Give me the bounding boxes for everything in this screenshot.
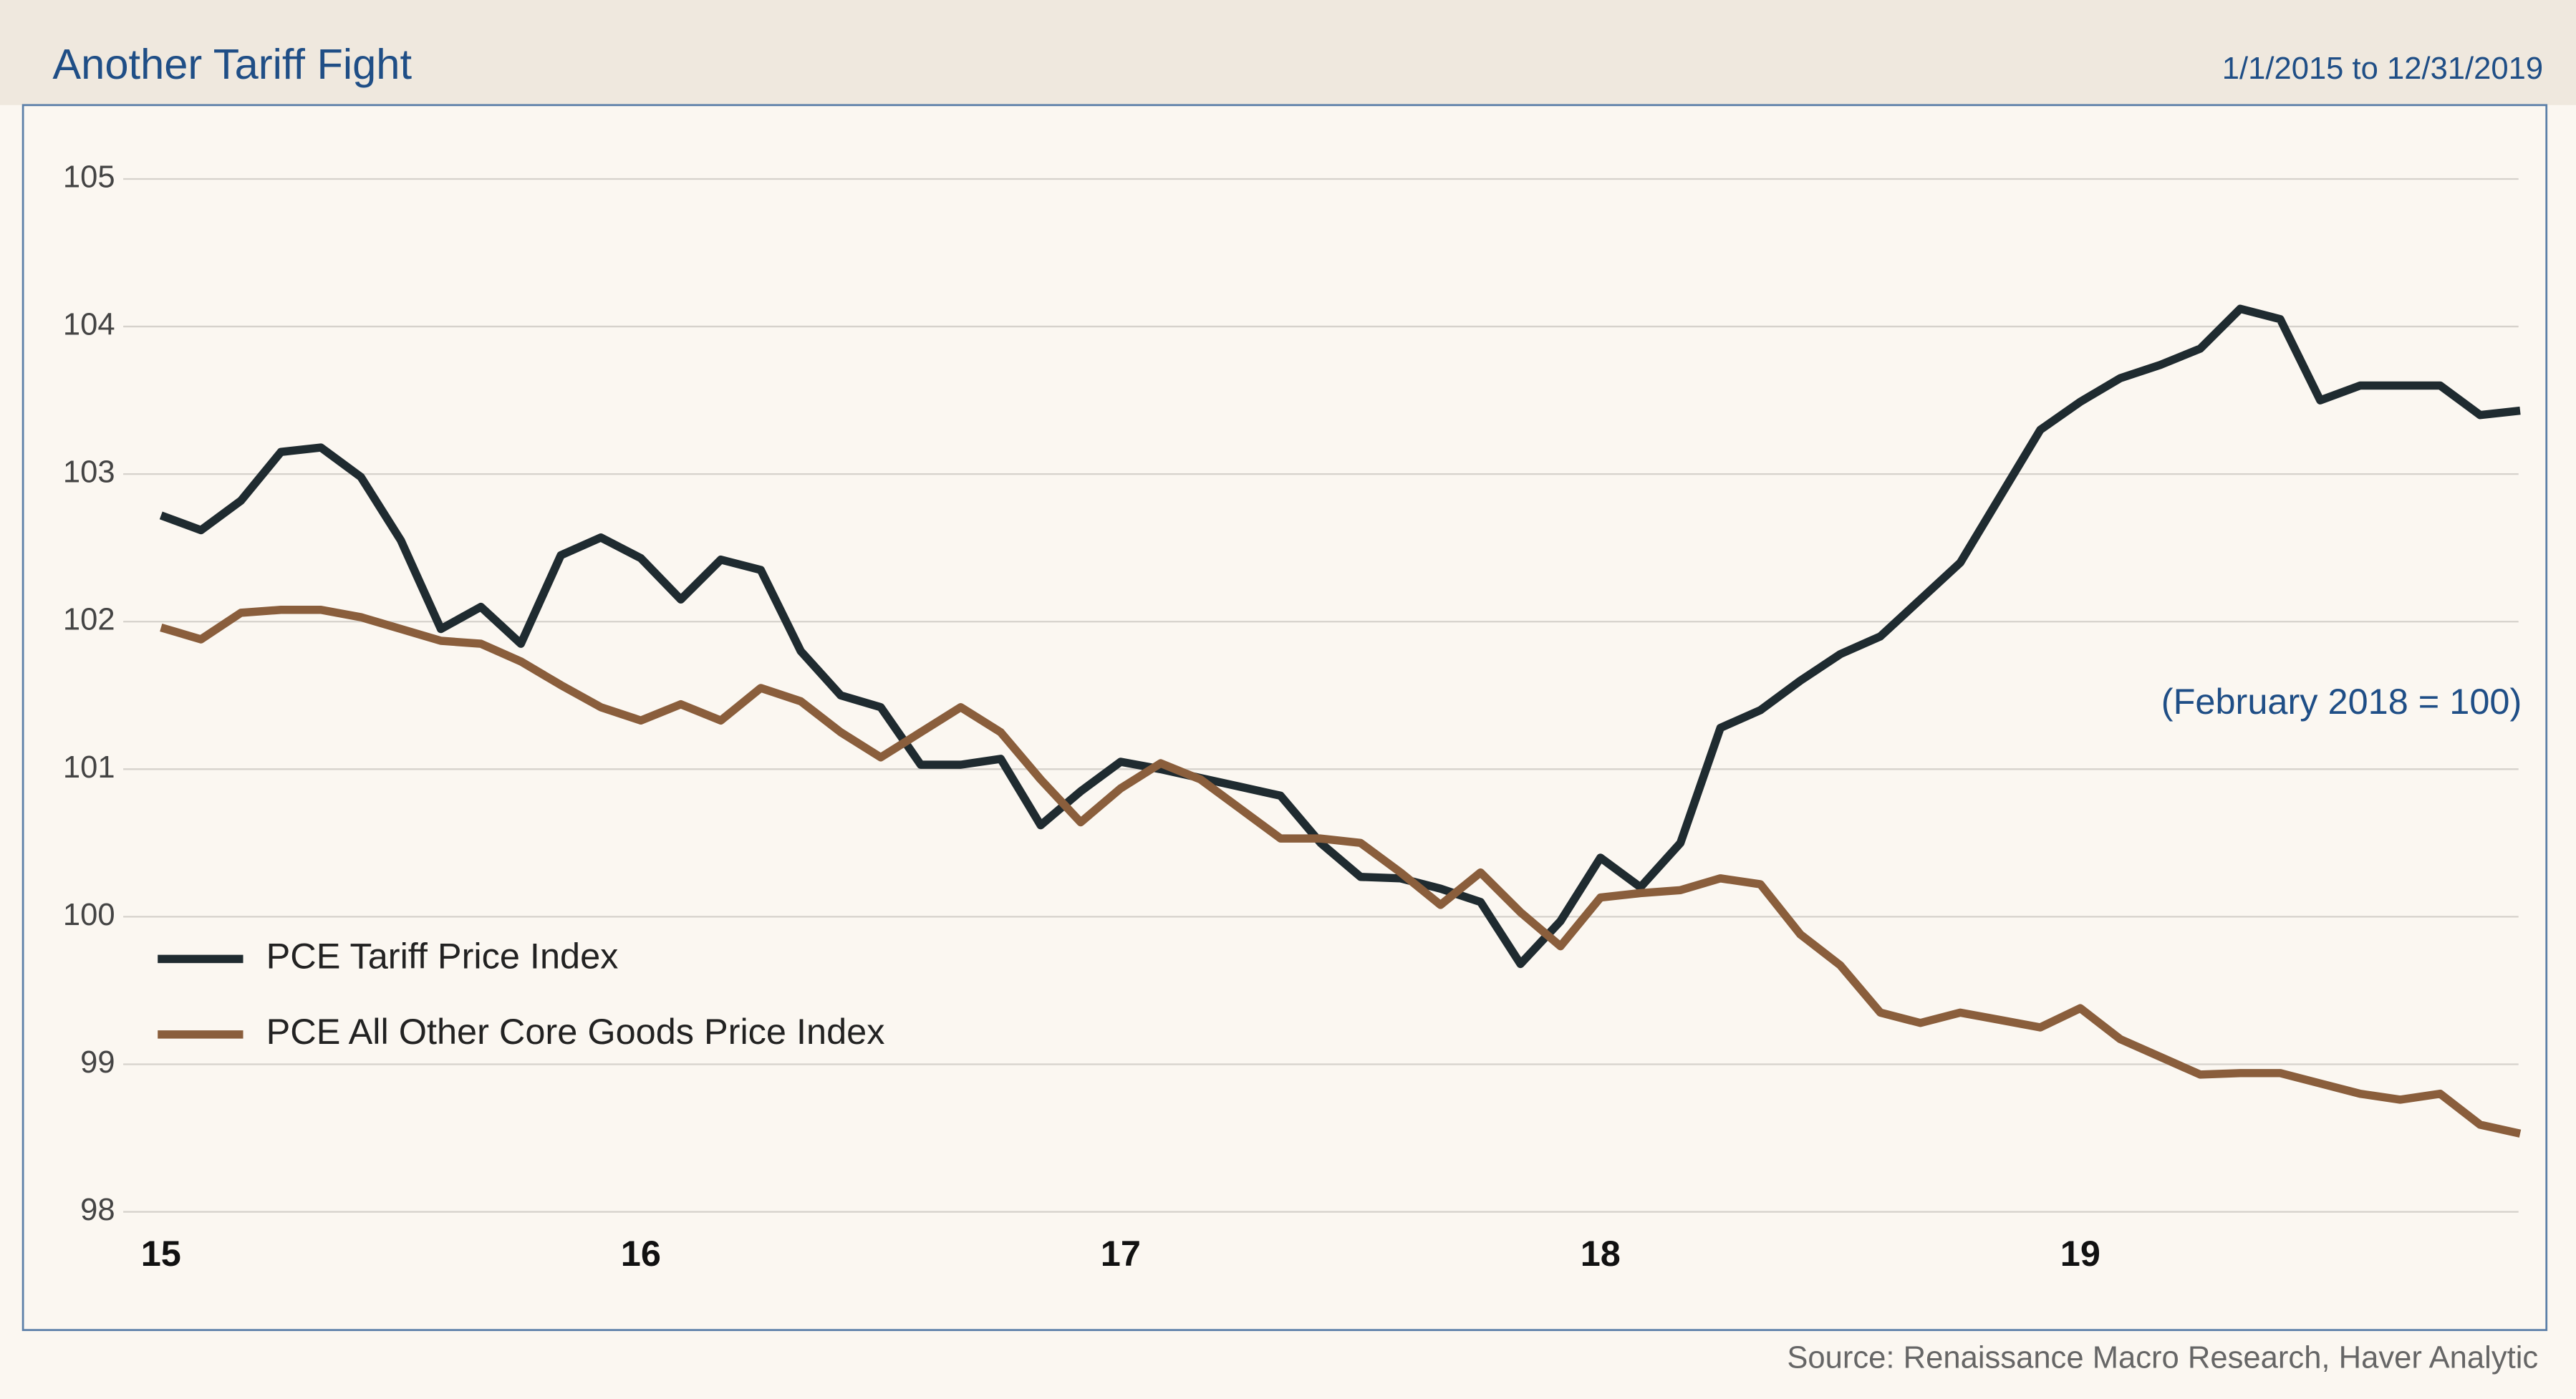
y-tick-label: 105: [63, 160, 115, 195]
y-tick-label: 102: [63, 603, 115, 637]
y-tick-label: 100: [63, 898, 115, 932]
y-tick-label: 98: [80, 1193, 115, 1227]
annotation: (February 2018 = 100): [2161, 681, 2522, 722]
x-tick-label: 15: [141, 1233, 181, 1274]
y-tick-label: 101: [63, 750, 115, 785]
series-line: [159, 304, 2521, 969]
legend-label: PCE Tariff Price Index: [266, 936, 619, 977]
series-line: [160, 605, 2522, 1138]
chart-title: Another Tariff Fight: [52, 40, 412, 88]
source-note: Source: Renaissance Macro Research, Have…: [1787, 1340, 2538, 1375]
legend-label: PCE All Other Core Goods Price Index: [266, 1011, 885, 1052]
x-tick-label: 19: [2060, 1233, 2100, 1274]
y-tick-label: 103: [63, 455, 115, 490]
header-band: [0, 0, 2576, 105]
date-range: 1/1/2015 to 12/31/2019: [2222, 52, 2543, 86]
y-tick-label: 99: [80, 1045, 115, 1080]
x-tick-label: 18: [1581, 1233, 1621, 1274]
x-tick-label: 16: [621, 1233, 661, 1274]
plot-frame: [21, 104, 2548, 1332]
y-tick-label: 104: [63, 308, 115, 342]
x-tick-label: 17: [1101, 1233, 1141, 1274]
